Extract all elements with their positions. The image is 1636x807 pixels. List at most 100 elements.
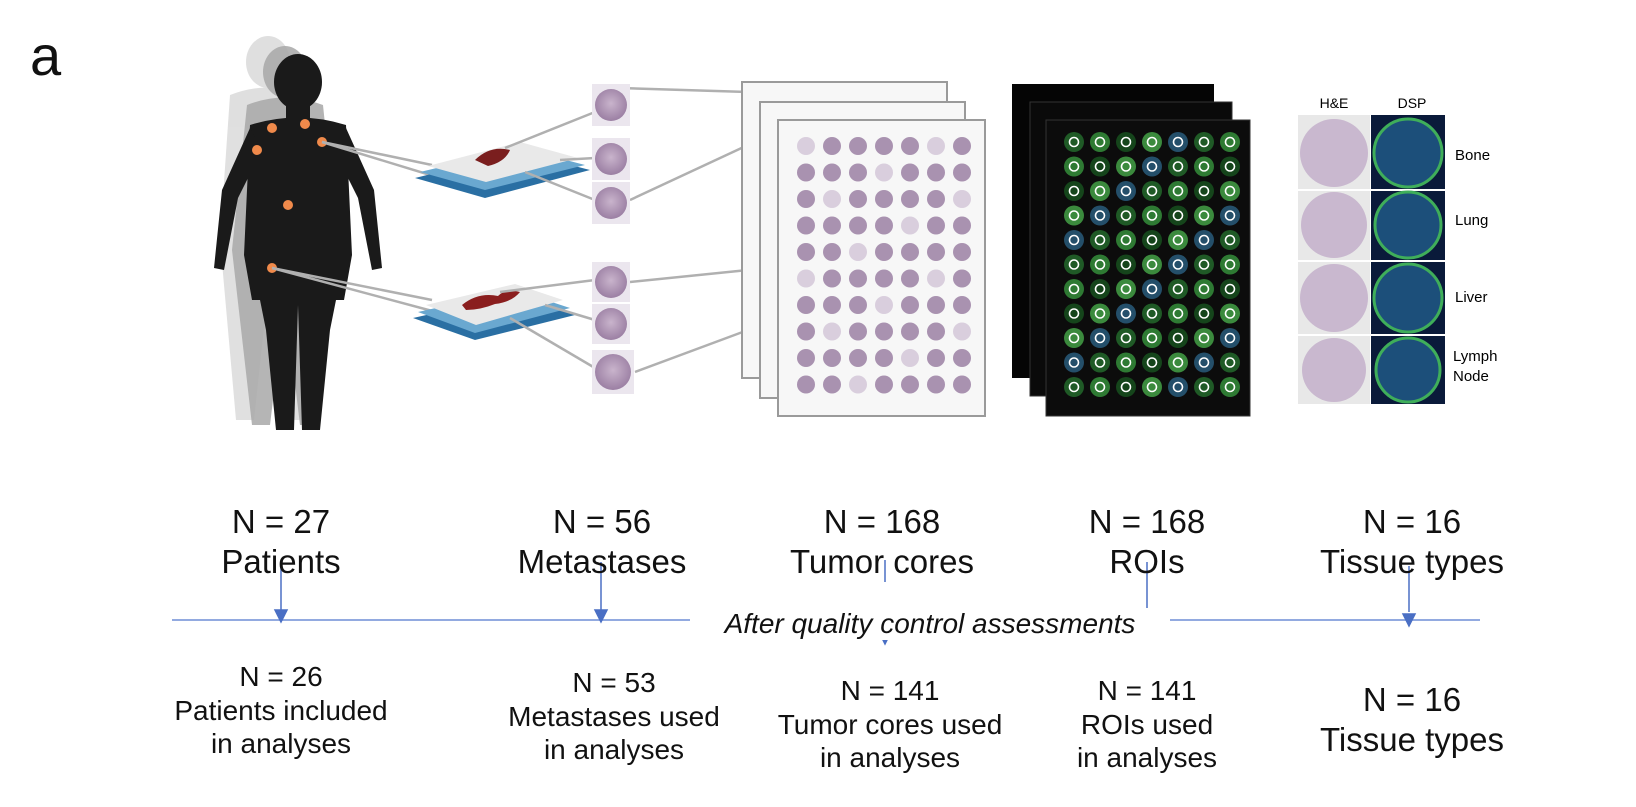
roi-marker — [1198, 185, 1210, 197]
roi-marker — [1172, 357, 1184, 368]
tma-core — [797, 137, 815, 155]
roi-marker — [1146, 161, 1158, 172]
roi-marker — [1172, 283, 1184, 295]
dsp-core — [1090, 303, 1110, 324]
tma-core — [953, 375, 971, 394]
tma-core — [875, 243, 893, 261]
dsp-core — [1220, 254, 1240, 275]
roi-marker — [1068, 161, 1080, 172]
dsp-core — [1220, 156, 1240, 177]
legend-col-dsp: DSP — [1398, 95, 1427, 111]
tma-core — [875, 216, 893, 235]
workflow-illustration: H&E DSP Bone Lung Liver Lymph Node — [214, 36, 1497, 430]
panel-letter: a — [30, 24, 62, 87]
roi-marker — [1068, 381, 1080, 393]
roi-marker — [1120, 259, 1132, 270]
tma-core — [797, 269, 815, 288]
roi-marker — [1094, 259, 1106, 270]
dsp-core — [1168, 181, 1188, 201]
roi-marker — [1224, 332, 1236, 344]
roi-marker — [1094, 136, 1106, 148]
tma-core — [927, 243, 945, 261]
tma-core — [823, 137, 841, 155]
stat-rois-qc: N = 141 ROIs used in analyses — [987, 674, 1307, 775]
qc-label: After quality control assessments — [690, 608, 1170, 640]
legend-row-liver: Liver — [1455, 289, 1488, 306]
dsp-core — [1142, 377, 1162, 397]
roi-marker — [1094, 161, 1106, 172]
tma-core — [927, 322, 945, 341]
stat-count: N = 168 — [1088, 503, 1206, 540]
stat-label-line1: ROIs used — [1080, 708, 1214, 740]
dsp-core — [1142, 254, 1162, 275]
tma-core — [927, 349, 945, 367]
dsp-roi-slides — [1012, 84, 1251, 417]
tma-core — [953, 296, 971, 314]
roi-marker — [1172, 185, 1184, 197]
roi-marker — [1198, 210, 1210, 221]
tma-core — [953, 163, 971, 182]
tma-core — [797, 163, 815, 182]
tma-core — [953, 190, 971, 208]
roi-marker — [1172, 210, 1184, 221]
roi-marker — [1224, 210, 1236, 221]
tma-core — [849, 243, 867, 261]
dsp-core — [1116, 181, 1136, 201]
he-tissue-core — [1302, 338, 1366, 402]
roi-marker — [1068, 136, 1080, 148]
roi-marker — [1224, 161, 1236, 172]
dsp-core — [1168, 328, 1188, 348]
tma-core — [823, 296, 841, 314]
dsp-core — [1064, 254, 1084, 275]
dsp-core — [1168, 377, 1188, 397]
stat-label-line2: in analyses — [819, 742, 961, 774]
tma-core — [875, 322, 893, 341]
dsp-core — [1220, 279, 1240, 299]
stat-label-line2: in analyses — [543, 734, 685, 766]
roi-marker — [1120, 161, 1132, 172]
tma-core — [797, 243, 815, 261]
dsp-core — [1090, 279, 1110, 299]
dsp-core — [1064, 230, 1084, 250]
roi-marker — [1146, 210, 1158, 221]
dsp-core — [1090, 181, 1110, 201]
tma-core — [875, 296, 893, 314]
sample-cores — [592, 84, 634, 394]
dsp-core — [1194, 205, 1214, 226]
dsp-core — [1064, 132, 1084, 152]
stat-count: N = 26 — [239, 661, 323, 692]
tissue-block-lower — [413, 284, 575, 340]
stat-label-line2: in analyses — [210, 728, 352, 760]
roi-marker — [1172, 136, 1184, 148]
dsp-core — [1116, 205, 1136, 226]
dsp-core — [1168, 254, 1188, 275]
tma-core — [953, 243, 971, 261]
roi-marker — [1120, 332, 1132, 344]
stat-label: ROIs — [1109, 542, 1185, 580]
tma-core — [849, 375, 867, 394]
tma-core — [849, 190, 867, 208]
roi-marker — [1094, 308, 1106, 319]
roi-marker — [1094, 357, 1106, 368]
dsp-core — [1142, 352, 1162, 373]
tma-core — [953, 269, 971, 288]
tma-core — [901, 296, 919, 314]
tma-core — [927, 137, 945, 155]
arrow-icon — [1401, 613, 1417, 628]
dsp-core — [1090, 132, 1110, 152]
tma-core — [901, 137, 919, 155]
dsp-core — [1064, 303, 1084, 324]
tma-core — [875, 269, 893, 288]
dsp-core — [1168, 230, 1188, 250]
tma-core — [953, 349, 971, 367]
dsp-core — [1142, 132, 1162, 152]
roi-marker — [1146, 259, 1158, 270]
stat-label-line1: Metastases used — [508, 700, 720, 732]
roi-marker — [1224, 357, 1236, 368]
dsp-core — [1090, 230, 1110, 250]
dsp-core — [1168, 156, 1188, 177]
roi-marker — [1172, 308, 1184, 319]
roi-marker — [1224, 308, 1236, 319]
roi-marker — [1198, 259, 1210, 270]
dsp-core — [1142, 279, 1162, 299]
